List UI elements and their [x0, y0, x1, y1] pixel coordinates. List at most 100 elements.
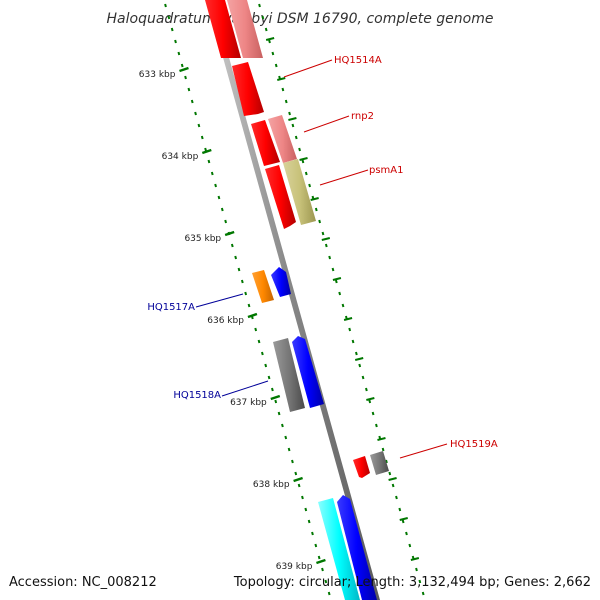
left-track-dot [214, 183, 217, 188]
left-track-dot [301, 495, 304, 500]
right-track-dot [351, 339, 355, 344]
right-track-dot [321, 231, 325, 236]
left-track-dot [177, 51, 181, 56]
right-track-dot [395, 495, 398, 500]
right-track-dot [358, 363, 362, 368]
callout-lines [195, 59, 448, 459]
left-track-dot [327, 591, 331, 596]
kbp-tick [201, 148, 212, 155]
right-track-dot [368, 399, 372, 404]
left-track-dot [164, 3, 167, 8]
left-track-dot [207, 159, 211, 164]
gene-hq1519a-gray[interactable] [370, 451, 389, 475]
left-track-dot [247, 303, 251, 308]
leader-hq1519a [399, 443, 448, 459]
gene-hq1519a-red[interactable] [353, 456, 370, 478]
right-track-dot [348, 327, 352, 332]
kbp-tick-label: 635 kbp [184, 234, 221, 244]
left-track-dot [267, 375, 271, 380]
gene-top-pink[interactable] [227, 0, 263, 58]
kbp-tick-label: 636 kbp [207, 316, 244, 326]
right-track-dot [328, 255, 332, 260]
leader-hq1517a [195, 293, 244, 308]
right-track-dash [277, 77, 286, 81]
right-track-dot [281, 87, 285, 92]
kbp-tick-label: 633 kbp [139, 70, 176, 80]
right-track-dash [343, 317, 353, 321]
left-track-dot [274, 399, 278, 404]
gene-red-2[interactable] [251, 120, 280, 166]
gene-hq1517a-orange[interactable] [252, 270, 274, 303]
left-track-dot [284, 435, 288, 440]
right-track-dot [391, 483, 395, 488]
gene-hq1518a-gray[interactable] [273, 338, 305, 412]
right-track-dot [264, 27, 268, 32]
right-track-dash [265, 37, 275, 41]
leader-psma1 [319, 169, 369, 186]
left-track-dot [297, 483, 301, 488]
left-track-dot [294, 471, 298, 476]
kbp-tick-label: 634 kbp [162, 152, 199, 162]
right-track-dot [291, 123, 295, 128]
gene-rnp2[interactable] [268, 115, 297, 163]
gene-psma1[interactable] [283, 159, 316, 225]
right-track-dot [385, 459, 388, 464]
right-track-dot [324, 243, 328, 248]
gene-hq1517a-blue[interactable] [271, 267, 291, 297]
right-track-dash [399, 517, 408, 521]
left-track-dot [321, 567, 324, 572]
right-track-dash [310, 197, 319, 201]
left-track-dot [244, 291, 248, 296]
reverse-genes [252, 267, 377, 600]
left-track-dot [271, 387, 274, 392]
left-track-dot [197, 123, 201, 128]
left-track-dot [281, 423, 284, 428]
left-track-dot [187, 87, 191, 92]
right-track-dot [365, 387, 368, 392]
gene-hq1514a[interactable] [232, 62, 264, 116]
label-psma1: psmA1 [369, 165, 404, 176]
right-track-dot [304, 171, 308, 176]
right-dotted-track [258, 3, 425, 596]
right-track-dot [301, 159, 305, 164]
right-track-dot [274, 63, 278, 68]
left-track-dot [261, 351, 264, 356]
gene-cyan[interactable] [318, 498, 360, 600]
right-track-dot [318, 219, 321, 224]
kbp-ruler: 633 kbp 634 kbp 635 kbp 636 kbp 637 kbp 638 k… [139, 66, 326, 572]
right-track-dash [288, 117, 297, 121]
left-dotted-track [164, 3, 331, 596]
label-rnp2: rnp2 [351, 111, 374, 122]
right-track-dot [418, 579, 422, 584]
left-track-dot [277, 411, 281, 416]
left-track-dot [257, 339, 261, 344]
right-track-dot [388, 471, 392, 476]
gene-red-3[interactable] [265, 165, 296, 229]
left-track-dot [224, 219, 227, 224]
kbp-tick [179, 66, 189, 73]
right-track-dot [401, 519, 405, 524]
left-track-dot [240, 279, 244, 284]
right-track-dash [321, 237, 331, 241]
left-track-dot [237, 267, 241, 272]
right-track-dash [299, 157, 308, 161]
gene-blue-bottom[interactable] [337, 495, 377, 600]
left-track-dot [210, 171, 214, 176]
genome-backbone [207, 0, 380, 600]
left-track-dot [194, 111, 197, 116]
kbp-tick [270, 394, 281, 401]
left-track-dot [174, 39, 177, 44]
right-track-dot [288, 111, 291, 116]
kbp-tick [293, 476, 303, 483]
left-track-dot [254, 327, 258, 332]
gene-hq1518a-blue[interactable] [292, 336, 324, 408]
right-track-dot [271, 51, 275, 56]
right-track-dot [371, 411, 375, 416]
left-track-dot [170, 27, 174, 32]
gene-top-red[interactable] [205, 0, 241, 58]
right-track-dot [268, 39, 271, 44]
right-track-dash [332, 277, 342, 281]
kbp-tick [224, 230, 235, 237]
right-track-dot [294, 135, 298, 140]
